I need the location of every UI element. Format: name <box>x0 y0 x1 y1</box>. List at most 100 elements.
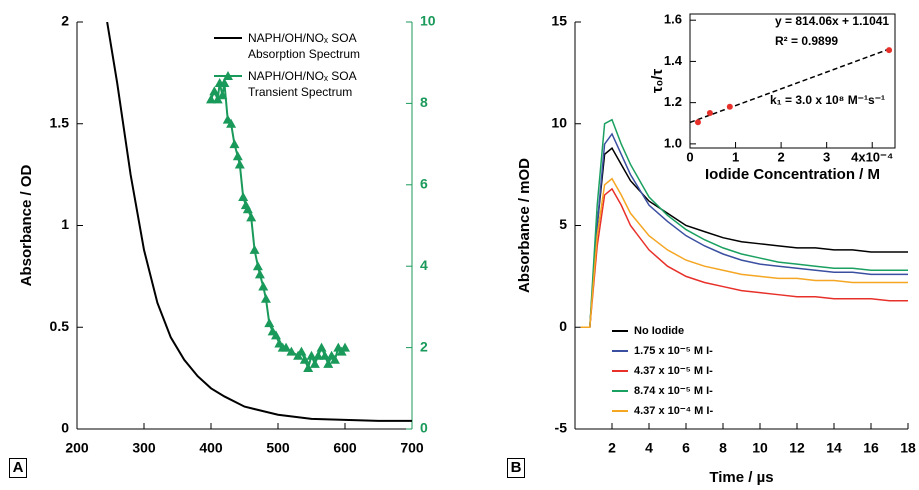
triangle-marker <box>281 342 292 352</box>
legend-label: 4.37 x 10⁻⁵ M I- <box>634 365 713 377</box>
triangle-marker <box>323 358 334 368</box>
y-axis-title: Absorbance / OD <box>18 164 35 286</box>
fit-line <box>689 48 890 124</box>
triangle-marker <box>260 293 271 303</box>
triangle-marker <box>234 159 245 169</box>
triangle-marker <box>296 346 307 356</box>
y-tick-label: 1.2 <box>664 94 682 109</box>
triangle-marker <box>319 350 330 360</box>
triangle-marker <box>229 139 240 149</box>
legend-label: 8.74 x 10⁻⁵ M I- <box>634 385 713 397</box>
x-tick-label: 0 <box>686 149 693 164</box>
panel-label: A <box>9 458 27 478</box>
triangle-marker <box>306 350 317 360</box>
series-line <box>580 187 908 328</box>
y-tick-label: 15 <box>551 13 567 29</box>
annotation: R² = 0.9899 <box>775 34 838 48</box>
x-tick-label: 200 <box>65 440 89 456</box>
y-tick-label: 1.4 <box>664 53 683 68</box>
triangle-marker <box>254 269 265 279</box>
x-tick-label: 8 <box>719 440 727 456</box>
y-tick-label: 1.6 <box>664 12 682 27</box>
triangle-marker <box>249 244 260 254</box>
x-tick-label: 14 <box>826 440 842 456</box>
y-tick-label: 0 <box>61 420 69 436</box>
triangle-marker <box>286 346 297 356</box>
x-tick-label: 2 <box>608 440 616 456</box>
triangle-marker <box>340 342 350 352</box>
legend-label: NAPH/OH/NOₓ SOA Transient Spectrum <box>248 69 356 99</box>
y2-tick-label: 2 <box>420 338 428 354</box>
triangle-marker <box>303 362 314 372</box>
x-tick-label: 3 <box>823 149 830 164</box>
triangle-marker <box>309 358 320 368</box>
triangle-marker <box>264 318 275 328</box>
y-tick-label: 2 <box>61 13 69 29</box>
y2-tick-label: 10 <box>420 13 436 29</box>
y-tick-label: 1.0 <box>664 135 682 150</box>
triangle-marker <box>299 354 310 364</box>
triangle-marker <box>226 118 237 128</box>
x-tick-label: 600 <box>333 440 357 456</box>
x-tick-label: 6 <box>682 440 690 456</box>
y-tick-label: 10 <box>551 114 567 130</box>
x-tick-label: 2 <box>777 149 784 164</box>
point <box>706 109 713 116</box>
x-tick-label: 400 <box>199 440 223 456</box>
triangle-marker <box>209 86 220 96</box>
triangle-marker <box>258 281 269 291</box>
point <box>694 119 701 126</box>
series-line <box>580 132 908 328</box>
triangle-marker <box>329 354 340 364</box>
series-line <box>580 147 908 328</box>
legend-label: No Iodide <box>634 325 684 337</box>
series-line <box>580 177 908 328</box>
annotation: y = 814.06x + 1.1041 <box>775 14 889 28</box>
y2-tick-label: 6 <box>420 176 428 192</box>
triangle-marker <box>217 90 228 100</box>
triangle-marker <box>270 330 281 340</box>
annotation: k₁ = 3.0 x 10⁸ M⁻¹s⁻¹ <box>770 93 885 107</box>
x-tick-label: 10 <box>752 440 768 456</box>
triangle-marker <box>206 94 216 104</box>
y-tick-label: 1.5 <box>50 114 70 130</box>
point <box>726 103 733 110</box>
panel-label: B <box>507 458 525 478</box>
triangle-marker <box>252 261 263 271</box>
x-tick-label: 12 <box>789 440 805 456</box>
legend-label: 1.75 x 10⁻⁵ M I- <box>634 345 713 357</box>
triangle-marker <box>232 151 243 161</box>
x-tick-label: 1 <box>732 149 739 164</box>
y2-tick-label: 8 <box>420 94 428 110</box>
x-tick-label: 16 <box>863 440 879 456</box>
legend-marker <box>223 71 233 80</box>
y-tick-label: 5 <box>559 216 567 232</box>
triangle-marker <box>313 350 324 360</box>
series-line <box>106 22 412 422</box>
legend-label: NAPH/OH/NOₓ SOA Absorption Spectrum <box>248 31 361 61</box>
legend-label: 4.37 x 10⁻⁴ M I- <box>634 405 713 417</box>
y-tick-label: -5 <box>555 420 568 436</box>
x-tick-label: 4x10⁻⁴ <box>851 149 893 164</box>
triangle-marker <box>238 192 249 202</box>
y-tick-label: 0 <box>559 318 567 334</box>
x-axis-title: Iodide Concentration / M <box>705 166 880 183</box>
y-tick-label: 0.5 <box>50 318 70 334</box>
y-axis-title: Absorbance / mOD <box>516 158 533 293</box>
y-axis-title: τ₀/τ <box>649 69 666 94</box>
y2-tick-label: 4 <box>420 257 428 273</box>
y2-tick-label: 0 <box>420 420 428 436</box>
x-tick-label: 18 <box>900 440 916 456</box>
triangle-marker <box>242 204 253 214</box>
x-axis-title: Time / µs <box>709 469 773 486</box>
series-line <box>580 118 908 328</box>
x-tick-label: 700 <box>400 440 424 456</box>
triangle-marker <box>316 342 327 352</box>
inset-frame <box>689 13 896 149</box>
point <box>886 47 893 54</box>
y-tick-label: 1 <box>61 216 69 232</box>
x-tick-label: 500 <box>266 440 290 456</box>
x-tick-label: 300 <box>132 440 156 456</box>
